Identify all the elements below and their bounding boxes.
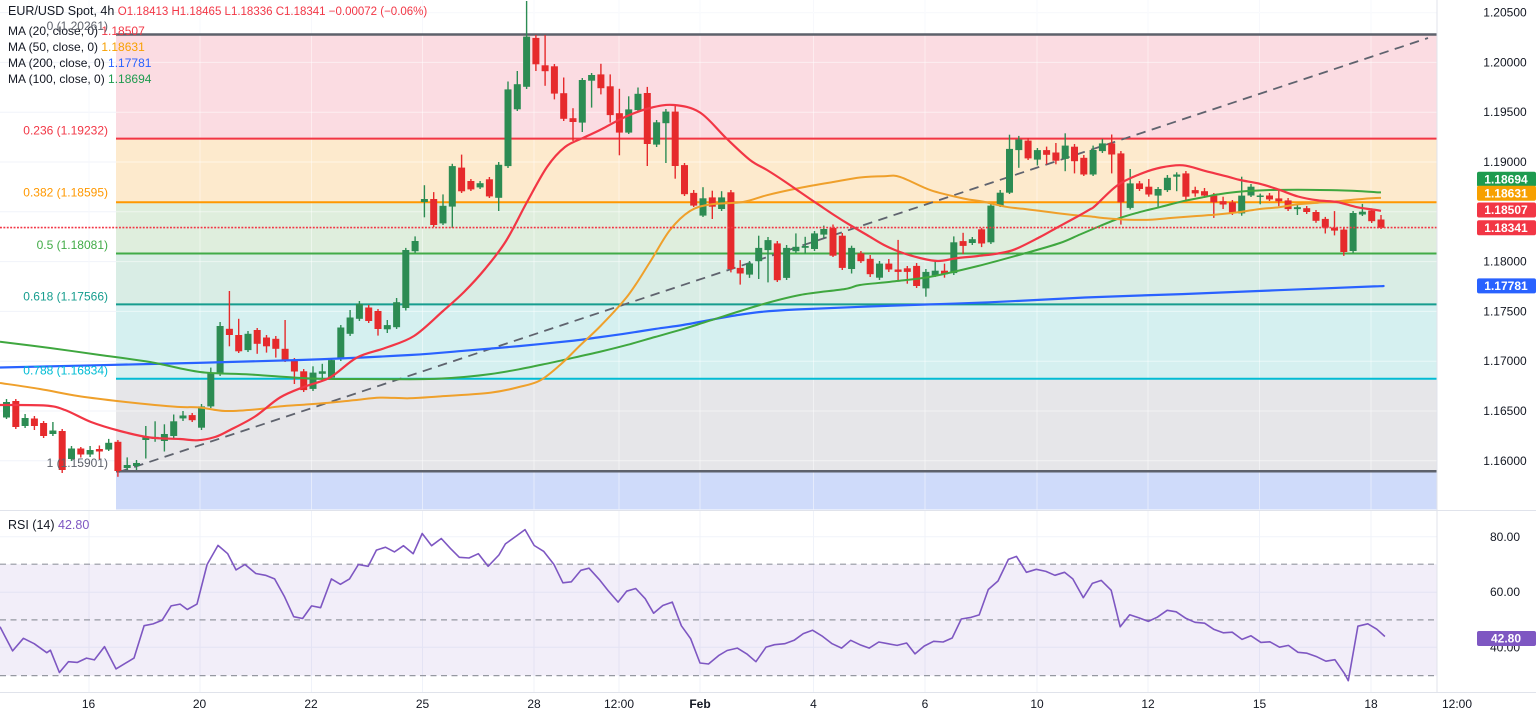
svg-text:1.17500: 1.17500 <box>1483 304 1527 318</box>
svg-text:12:00: 12:00 <box>1442 697 1472 711</box>
svg-text:MA (20, close, 0) 1.18507: MA (20, close, 0) 1.18507 <box>8 24 145 38</box>
svg-text:42.80: 42.80 <box>1491 632 1521 646</box>
svg-text:18: 18 <box>1364 697 1378 711</box>
svg-text:1.20500: 1.20500 <box>1483 6 1527 20</box>
svg-text:MA (50, close, 0) 1.18631: MA (50, close, 0) 1.18631 <box>8 40 145 54</box>
svg-text:16: 16 <box>82 697 96 711</box>
svg-text:60.00: 60.00 <box>1490 585 1520 599</box>
svg-text:MA (100, close, 0) 1.18694: MA (100, close, 0) 1.18694 <box>8 72 152 86</box>
svg-text:4: 4 <box>810 697 817 711</box>
svg-text:80.00: 80.00 <box>1490 530 1520 544</box>
svg-text:1.18000: 1.18000 <box>1483 255 1527 269</box>
svg-text:28: 28 <box>527 697 541 711</box>
svg-text:6: 6 <box>922 697 929 711</box>
svg-text:1.18341: 1.18341 <box>1484 221 1528 235</box>
svg-text:20: 20 <box>193 697 207 711</box>
svg-text:EUR/USD Spot, 4h O1.18413 H1.1: EUR/USD Spot, 4h O1.18413 H1.18465 L1.18… <box>8 4 427 18</box>
svg-text:1.19500: 1.19500 <box>1483 105 1527 119</box>
svg-text:15: 15 <box>1253 697 1267 711</box>
svg-text:1.19000: 1.19000 <box>1483 155 1527 169</box>
svg-text:0.5 (1.18081): 0.5 (1.18081) <box>37 238 108 252</box>
svg-text:25: 25 <box>416 697 430 711</box>
svg-text:1.16000: 1.16000 <box>1483 454 1527 468</box>
svg-text:0.618 (1.17566): 0.618 (1.17566) <box>23 290 108 304</box>
svg-text:1.20000: 1.20000 <box>1483 55 1527 69</box>
svg-text:1.17000: 1.17000 <box>1483 354 1527 368</box>
svg-text:12: 12 <box>1141 697 1155 711</box>
svg-text:0 (1.20261): 0 (1.20261) <box>47 19 108 33</box>
svg-text:12:00: 12:00 <box>604 697 634 711</box>
svg-text:1.16500: 1.16500 <box>1483 404 1527 418</box>
svg-text:MA (200, close, 0) 1.17781: MA (200, close, 0) 1.17781 <box>8 56 152 70</box>
svg-text:RSI (14) 42.80: RSI (14) 42.80 <box>8 518 89 532</box>
svg-text:Feb: Feb <box>689 697 710 711</box>
svg-text:1.18694: 1.18694 <box>1484 172 1528 186</box>
svg-text:0.788 (1.16834): 0.788 (1.16834) <box>23 364 108 378</box>
svg-text:10: 10 <box>1030 697 1044 711</box>
svg-text:1 (1.15901): 1 (1.15901) <box>47 456 108 470</box>
svg-text:0.382 (1.18595): 0.382 (1.18595) <box>23 186 108 200</box>
svg-text:1.17781: 1.17781 <box>1484 279 1528 293</box>
svg-text:1.18507: 1.18507 <box>1484 203 1528 217</box>
svg-text:22: 22 <box>304 697 318 711</box>
svg-text:1.18631: 1.18631 <box>1484 186 1528 200</box>
svg-text:0.236 (1.19232): 0.236 (1.19232) <box>23 124 108 138</box>
